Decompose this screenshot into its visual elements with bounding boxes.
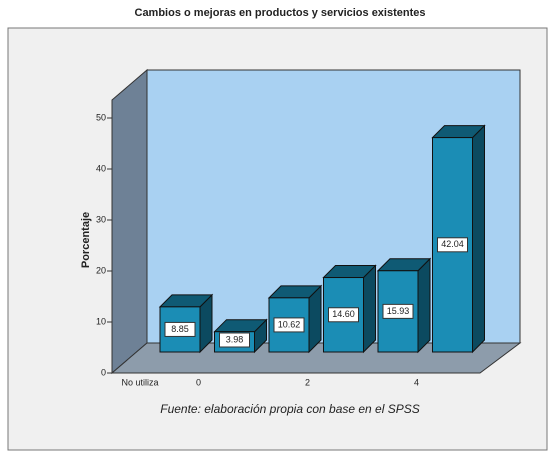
value-label: 8.85 [171, 324, 189, 334]
value-label-box [164, 321, 196, 337]
x-tick-label: 2 [305, 377, 310, 387]
value-label: 15.93 [387, 306, 410, 316]
footnote: Fuente: elaboración propia con base en e… [160, 402, 420, 416]
bar-side [417, 257, 431, 354]
x-tick-label: No utiliza [121, 377, 158, 387]
y-tick-label: 20 [96, 265, 106, 275]
y-tick-label: 30 [96, 214, 106, 224]
value-label-box [382, 303, 414, 319]
value-label-box [328, 307, 359, 323]
chart-title: Cambios o mejoras en productos y servici… [135, 7, 426, 19]
value-label: 14.60 [332, 309, 355, 319]
bar-side [472, 124, 485, 354]
x-tick-label: 4 [414, 377, 419, 387]
left-wall [111, 68, 148, 375]
bar-side [363, 264, 376, 354]
y-tick-label: 40 [96, 163, 106, 173]
value-label: 10.62 [278, 319, 301, 329]
x-tick-label: 0 [196, 377, 201, 387]
y-tick-label: 10 [96, 316, 106, 326]
y-tick-label: 0 [101, 367, 106, 377]
value-label: 42.04 [441, 239, 464, 249]
value-label-box [437, 237, 468, 253]
value-label-box [219, 332, 250, 348]
value-label: 3.98 [226, 334, 244, 344]
value-label-box [273, 317, 305, 333]
y-tick-label: 50 [96, 112, 106, 122]
y-axis-label: Porcentaje [80, 212, 92, 268]
